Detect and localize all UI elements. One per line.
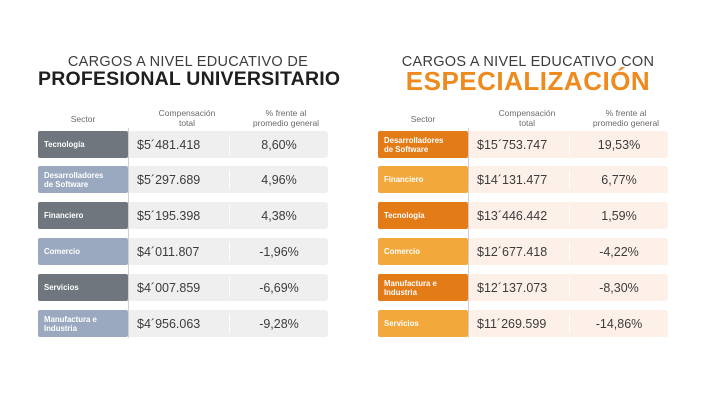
values-cell: $14´131.477 6,77% [469,166,668,193]
percent-value: 4,96% [261,172,297,187]
percent-value: 1,59% [601,208,637,223]
right-header-compensation: Compensación total [478,108,576,128]
right-header-sector: Sector [410,114,436,124]
values-cell: $13´446.442 1,59% [469,202,668,229]
values-cell: $11´269.599 -14,86% [469,310,668,337]
compensation-value: $5´481.418 [137,137,201,152]
right-header-comp-line2: total [518,118,536,128]
values-cell: $12´137.073 -8,30% [469,274,668,301]
sector-cell: Desarrolladores de Software [38,166,128,193]
values-cell: $15´753.747 19,53% [469,131,668,158]
cell-divider [229,242,230,261]
sector-cell: Comercio [38,238,128,265]
table-row: Manufactura e Industria $4´956.063 -9,28% [38,310,328,337]
cell-divider [229,278,230,297]
table-row: Desarrolladores de Software $15´753.747 1… [378,131,668,158]
percent-value: -6,69% [259,280,299,295]
values-cell: $5´481.418 8,60% [129,131,328,158]
sector-cell: Financiero [38,202,128,229]
table-row: Comercio $4´011.807 -1,96% [38,238,328,265]
table-row: Servicios $11´269.599 -14,86% [378,310,668,337]
compensation-value: $12´137.073 [477,280,548,295]
cell-divider [569,314,570,333]
cell-divider [229,170,230,189]
compensation-value: $5´195.398 [137,208,201,223]
right-header-pct-line2: promedio general [592,118,660,128]
values-cell: $5´297.689 4,96% [129,166,328,193]
percent-value: -8,30% [599,280,639,295]
right-header-pct-line1: % frente al [605,108,647,118]
sector-cell: Desarrolladores de Software [378,131,468,158]
sector-cell: Comercio [378,238,468,265]
left-header-pct-line2: promedio general [252,118,320,128]
table-row: Manufactura e Industria $12´137.073 -8,30… [378,274,668,301]
right-title-line2: ESPECIALIZACIÓN [405,66,651,96]
table-row: Desarrolladores de Software $5´297.689 4,… [38,166,328,193]
compensation-value: $12´677.418 [477,244,548,259]
left-header-sector: Sector [70,114,96,124]
cell-divider [569,278,570,297]
values-cell: $5´195.398 4,38% [129,202,328,229]
table-row: Financiero $5´195.398 4,38% [38,202,328,229]
percent-value: -9,28% [259,316,299,331]
percent-value: -14,86% [595,316,643,331]
percent-value: 8,60% [261,137,297,152]
table-row: Comercio $12´677.418 -4,22% [378,238,668,265]
left-header-comp-line1: Compensación [158,108,216,118]
compensation-value: $11´269.599 [477,316,547,331]
values-cell: $12´677.418 -4,22% [469,238,668,265]
left-title-line2: PROFESIONAL UNIVERSITARIO [38,68,341,90]
right-title-line1: CARGOS A NIVEL EDUCATIVO CON [401,54,655,70]
sector-cell: Tecnología [38,131,128,158]
percent-value: 19,53% [597,137,641,152]
right-header-percent: % frente al promedio general [576,108,676,128]
sector-cell: Servicios [38,274,128,301]
cell-divider [569,242,570,261]
cell-divider [569,170,570,189]
percent-value: -1,96% [259,244,299,259]
values-cell: $4´007.859 -6,69% [129,274,328,301]
compensation-value: $4´011.807 [137,244,200,259]
cell-divider [569,135,570,154]
sector-cell: Tecnología [378,202,468,229]
left-header-compensation: Compensación total [138,108,236,128]
table-row: Tecnología $5´481.418 8,60% [38,131,328,158]
cell-divider [229,314,230,333]
compensation-value: $4´007.859 [137,280,201,295]
percent-value: -4,22% [599,244,639,259]
compensation-value: $13´446.442 [477,208,548,223]
sector-cell: Financiero [378,166,468,193]
table-row: Servicios $4´007.859 -6,69% [38,274,328,301]
cell-divider [229,206,230,225]
values-cell: $4´011.807 -1,96% [129,238,328,265]
table-row: Tecnología $13´446.442 1,59% [378,202,668,229]
table-row: Financiero $14´131.477 6,77% [378,166,668,193]
left-header-percent: % frente al promedio general [236,108,336,128]
compensation-value: $4´956.063 [137,316,201,331]
compensation-value: $5´297.689 [137,172,201,187]
cell-divider [569,206,570,225]
cell-divider [229,135,230,154]
compensation-value: $15´753.747 [477,137,548,152]
right-column-separator [468,128,469,338]
left-header-comp-line2: total [178,118,196,128]
sector-cell: Servicios [378,310,468,337]
left-title-line1: CARGOS A NIVEL EDUCATIVO DE [67,54,309,70]
sector-cell: Manufactura e Industria [38,310,128,337]
sector-cell: Manufactura e Industria [378,274,468,301]
left-column-separator [128,128,129,338]
right-header-comp-line1: Compensación [498,108,556,118]
compensation-value: $14´131.477 [477,172,548,187]
percent-value: 6,77% [601,172,637,187]
percent-value: 4,38% [261,208,297,223]
values-cell: $4´956.063 -9,28% [129,310,328,337]
left-header-pct-line1: % frente al [265,108,307,118]
